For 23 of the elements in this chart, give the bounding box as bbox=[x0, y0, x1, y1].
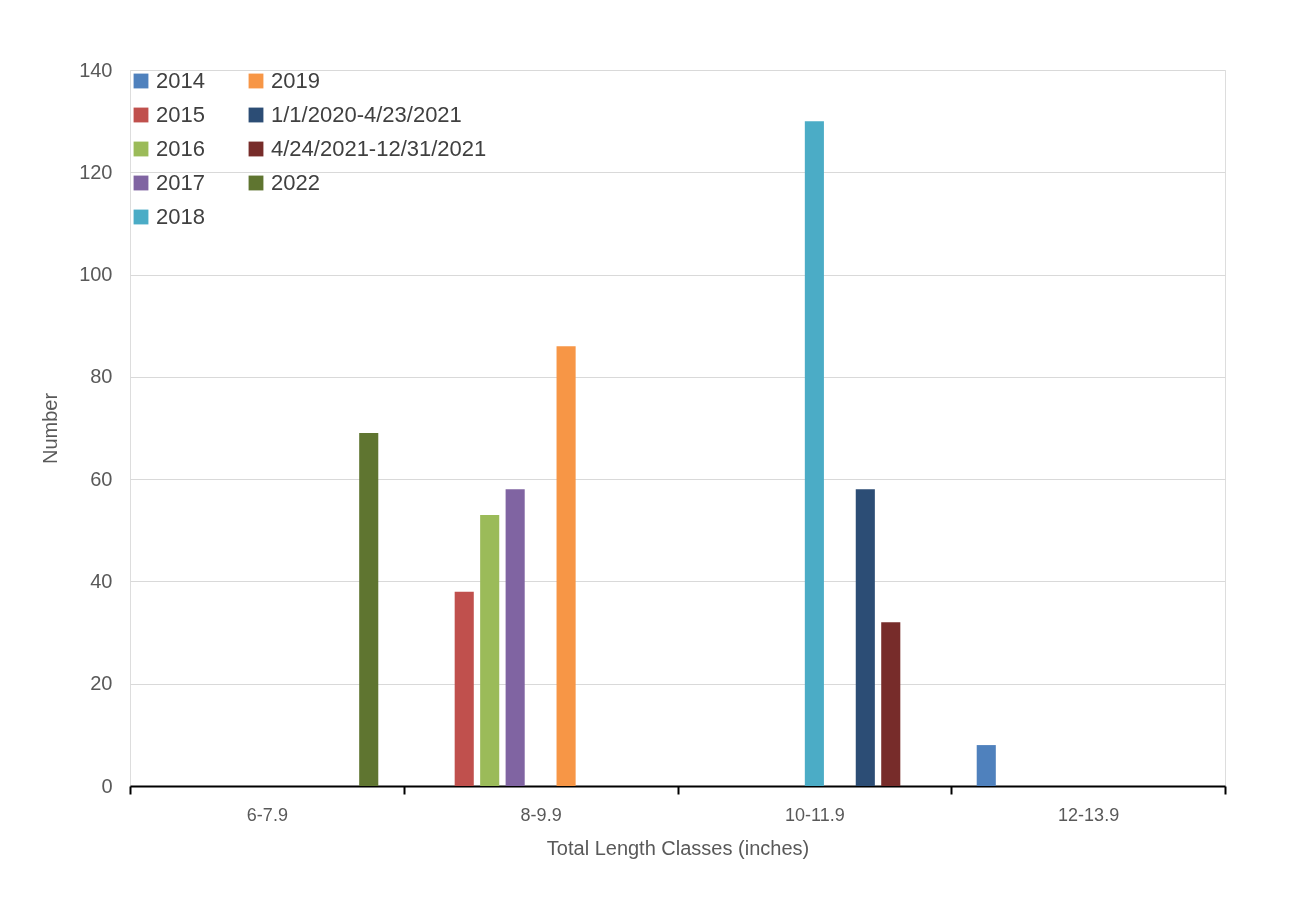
legend-label: 4/24/2021-12/31/2021 bbox=[271, 136, 487, 161]
y-axis-title: Number bbox=[39, 392, 62, 465]
legend-label: 2014 bbox=[156, 68, 205, 93]
y-tick-label: 120 bbox=[79, 160, 113, 183]
legend-label: 2018 bbox=[156, 204, 205, 229]
legend-label: 2022 bbox=[271, 170, 320, 195]
legend-label: 2016 bbox=[156, 136, 205, 161]
x-tick-label: 12-13.9 bbox=[1058, 804, 1120, 825]
legend-label: 2015 bbox=[156, 102, 205, 127]
y-tick-label: 0 bbox=[101, 774, 113, 797]
x-axis-title: Total Length Classes (inches) bbox=[546, 836, 810, 859]
x-tick-label: 6-7.9 bbox=[246, 804, 288, 825]
y-tick-label: 60 bbox=[90, 467, 113, 490]
y-tick-label: 140 bbox=[79, 58, 113, 81]
y-tick-label: 40 bbox=[90, 569, 113, 592]
y-tick-label: 80 bbox=[90, 365, 113, 388]
legend-label: 1/1/2020-4/23/2021 bbox=[271, 102, 462, 127]
legend-label: 2017 bbox=[156, 170, 205, 195]
x-tick-label: 10-11.9 bbox=[785, 804, 845, 825]
legend-label: 2019 bbox=[271, 68, 320, 93]
y-tick-label: 100 bbox=[79, 263, 113, 286]
y-tick-label: 20 bbox=[90, 672, 113, 695]
x-tick-label: 8-9.9 bbox=[520, 804, 562, 825]
